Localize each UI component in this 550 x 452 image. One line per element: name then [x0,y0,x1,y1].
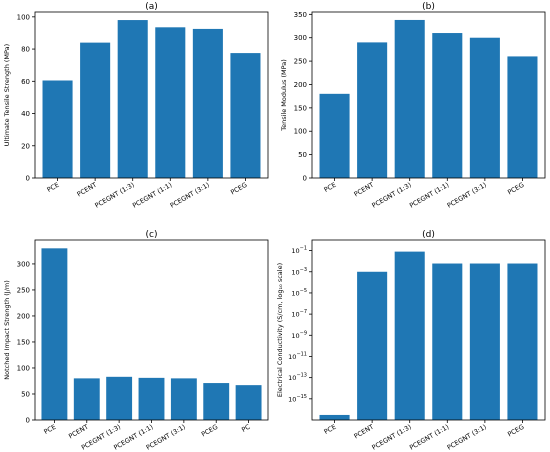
bar-2-2 [357,42,388,179]
bar-2-6 [507,56,538,179]
x-tick-label: PCEGNT (3:1) [446,423,488,452]
x-tick-label: PCEGNT (3:1) [446,181,488,210]
x-tick-label: PCENT [67,423,90,441]
x-tick-label: PCEG [506,181,525,197]
bar-2-4 [432,33,463,179]
bar-3-6 [203,383,230,420]
x-tick-label: PCEGNT (1:3) [371,423,413,452]
y-tick-label: 200 [294,81,307,89]
bar-1-5 [192,28,223,178]
y-axis-label: Electrical Conductivity (S/cm, log₁₀ sca… [276,263,284,397]
y-tick-label: 10−5 [291,288,307,298]
bar-1-1 [42,80,73,178]
x-tick-label: PCE [46,181,61,194]
bar-4-6 [507,263,538,420]
bar-3-4 [138,377,165,420]
x-tick-label: PCENT [353,181,376,199]
bar-1-4 [155,27,186,178]
plot-frame [311,11,546,179]
chart-title: (c) [146,230,158,240]
y-tick-label: 10−9 [291,330,307,340]
y-tick-label: 50 [298,151,307,159]
x-tick-label: PCE [43,423,58,436]
y-tick-label: 100 [17,13,30,21]
x-tick-label: PCE [323,423,338,436]
bar-2-1 [319,93,350,178]
y-axis-label: Ultimate Tensile Strength (MPa) [3,44,11,146]
y-tick-label: 10−13 [288,373,307,383]
plot-frame [34,11,269,179]
bar-3-2 [73,378,100,420]
bar-1-3 [117,20,148,178]
y-tick-label: 250 [17,286,30,294]
bar-3-5 [170,378,197,420]
y-axis-label: Tensile Modulus (MPa) [280,59,288,132]
bar-4-2 [357,271,388,420]
y-tick-label: 100 [294,128,307,136]
x-tick-label: PCEGNT (1:3) [371,181,413,210]
y-tick-label: 100 [17,364,30,372]
y-tick-label: 0 [303,175,307,183]
y-tick-label: 60 [21,78,30,86]
bar-4-3 [394,251,425,420]
chart-title: (d) [422,230,435,240]
y-tick-label: 10−7 [291,309,307,319]
y-tick-label: 350 [294,11,307,19]
y-tick-label: 20 [21,142,30,150]
y-axis-label: Notched Impact Strength (J/m) [3,280,11,380]
bar-3-7 [235,385,262,420]
y-tick-label: 10−3 [291,267,307,277]
y-tick-label: 150 [294,104,307,112]
bar-3-3 [106,376,133,420]
y-tick-label: 10−11 [288,351,307,361]
x-tick-label: PCENT [76,181,99,199]
bar-3-1 [41,248,68,420]
x-tick-label: PCEGNT (1:1) [408,181,450,210]
bar-2-3 [394,19,425,178]
chart-3: (c) 0 50 100 150 200 250 300 Notched Impact Stre… [3,230,269,452]
bar-4-4 [432,263,463,420]
bar-2-5 [469,37,500,179]
x-tick-label: PCE [323,181,338,194]
x-tick-label: PCEGNT (3:1) [169,181,211,210]
chart-title: (b) [422,2,435,12]
x-tick-label: PCEG [506,423,525,439]
y-tick-label: 80 [21,46,30,54]
bar-4-5 [469,263,500,420]
x-tick-label: PCEG [229,181,248,197]
chart-4: (d) 10−15 10−13 10−11 10−9 10−7 10−5 10−3 10−1 El… [276,230,546,452]
chart-1: (a) 0 20 40 60 80 100 Ultimate Tensile Strength… [3,2,269,210]
bar-4-1 [319,414,350,420]
y-tick-label: 300 [294,34,307,42]
y-tick-label: 50 [21,390,30,398]
y-tick-label: 150 [17,338,30,346]
chart-2: (b) 0 50 100 150 200 250 300 350 Tensile Modulus … [280,2,546,210]
y-tick-label: 40 [21,110,30,118]
x-tick-label: PCEGNT (1:1) [131,181,173,210]
x-tick-label: PC [240,423,252,434]
y-tick-label: 250 [294,58,307,66]
x-tick-label: PCEGNT (1:1) [408,423,450,452]
y-tick-label: 10−15 [288,394,307,404]
plot-frame [311,239,546,421]
x-tick-label: PCENT [353,423,376,441]
x-tick-label: PCEG [200,423,219,439]
y-tick-label: 300 [17,260,30,268]
x-tick-label: PCEGNT (1:3) [94,181,136,210]
y-tick-label: 0 [26,175,30,183]
chart-title: (a) [145,2,158,12]
bar-1-2 [80,42,111,178]
y-tick-label: 200 [17,312,30,320]
y-tick-label: 0 [26,417,30,425]
y-tick-label: 10−1 [291,246,307,256]
bar-1-6 [230,53,261,178]
